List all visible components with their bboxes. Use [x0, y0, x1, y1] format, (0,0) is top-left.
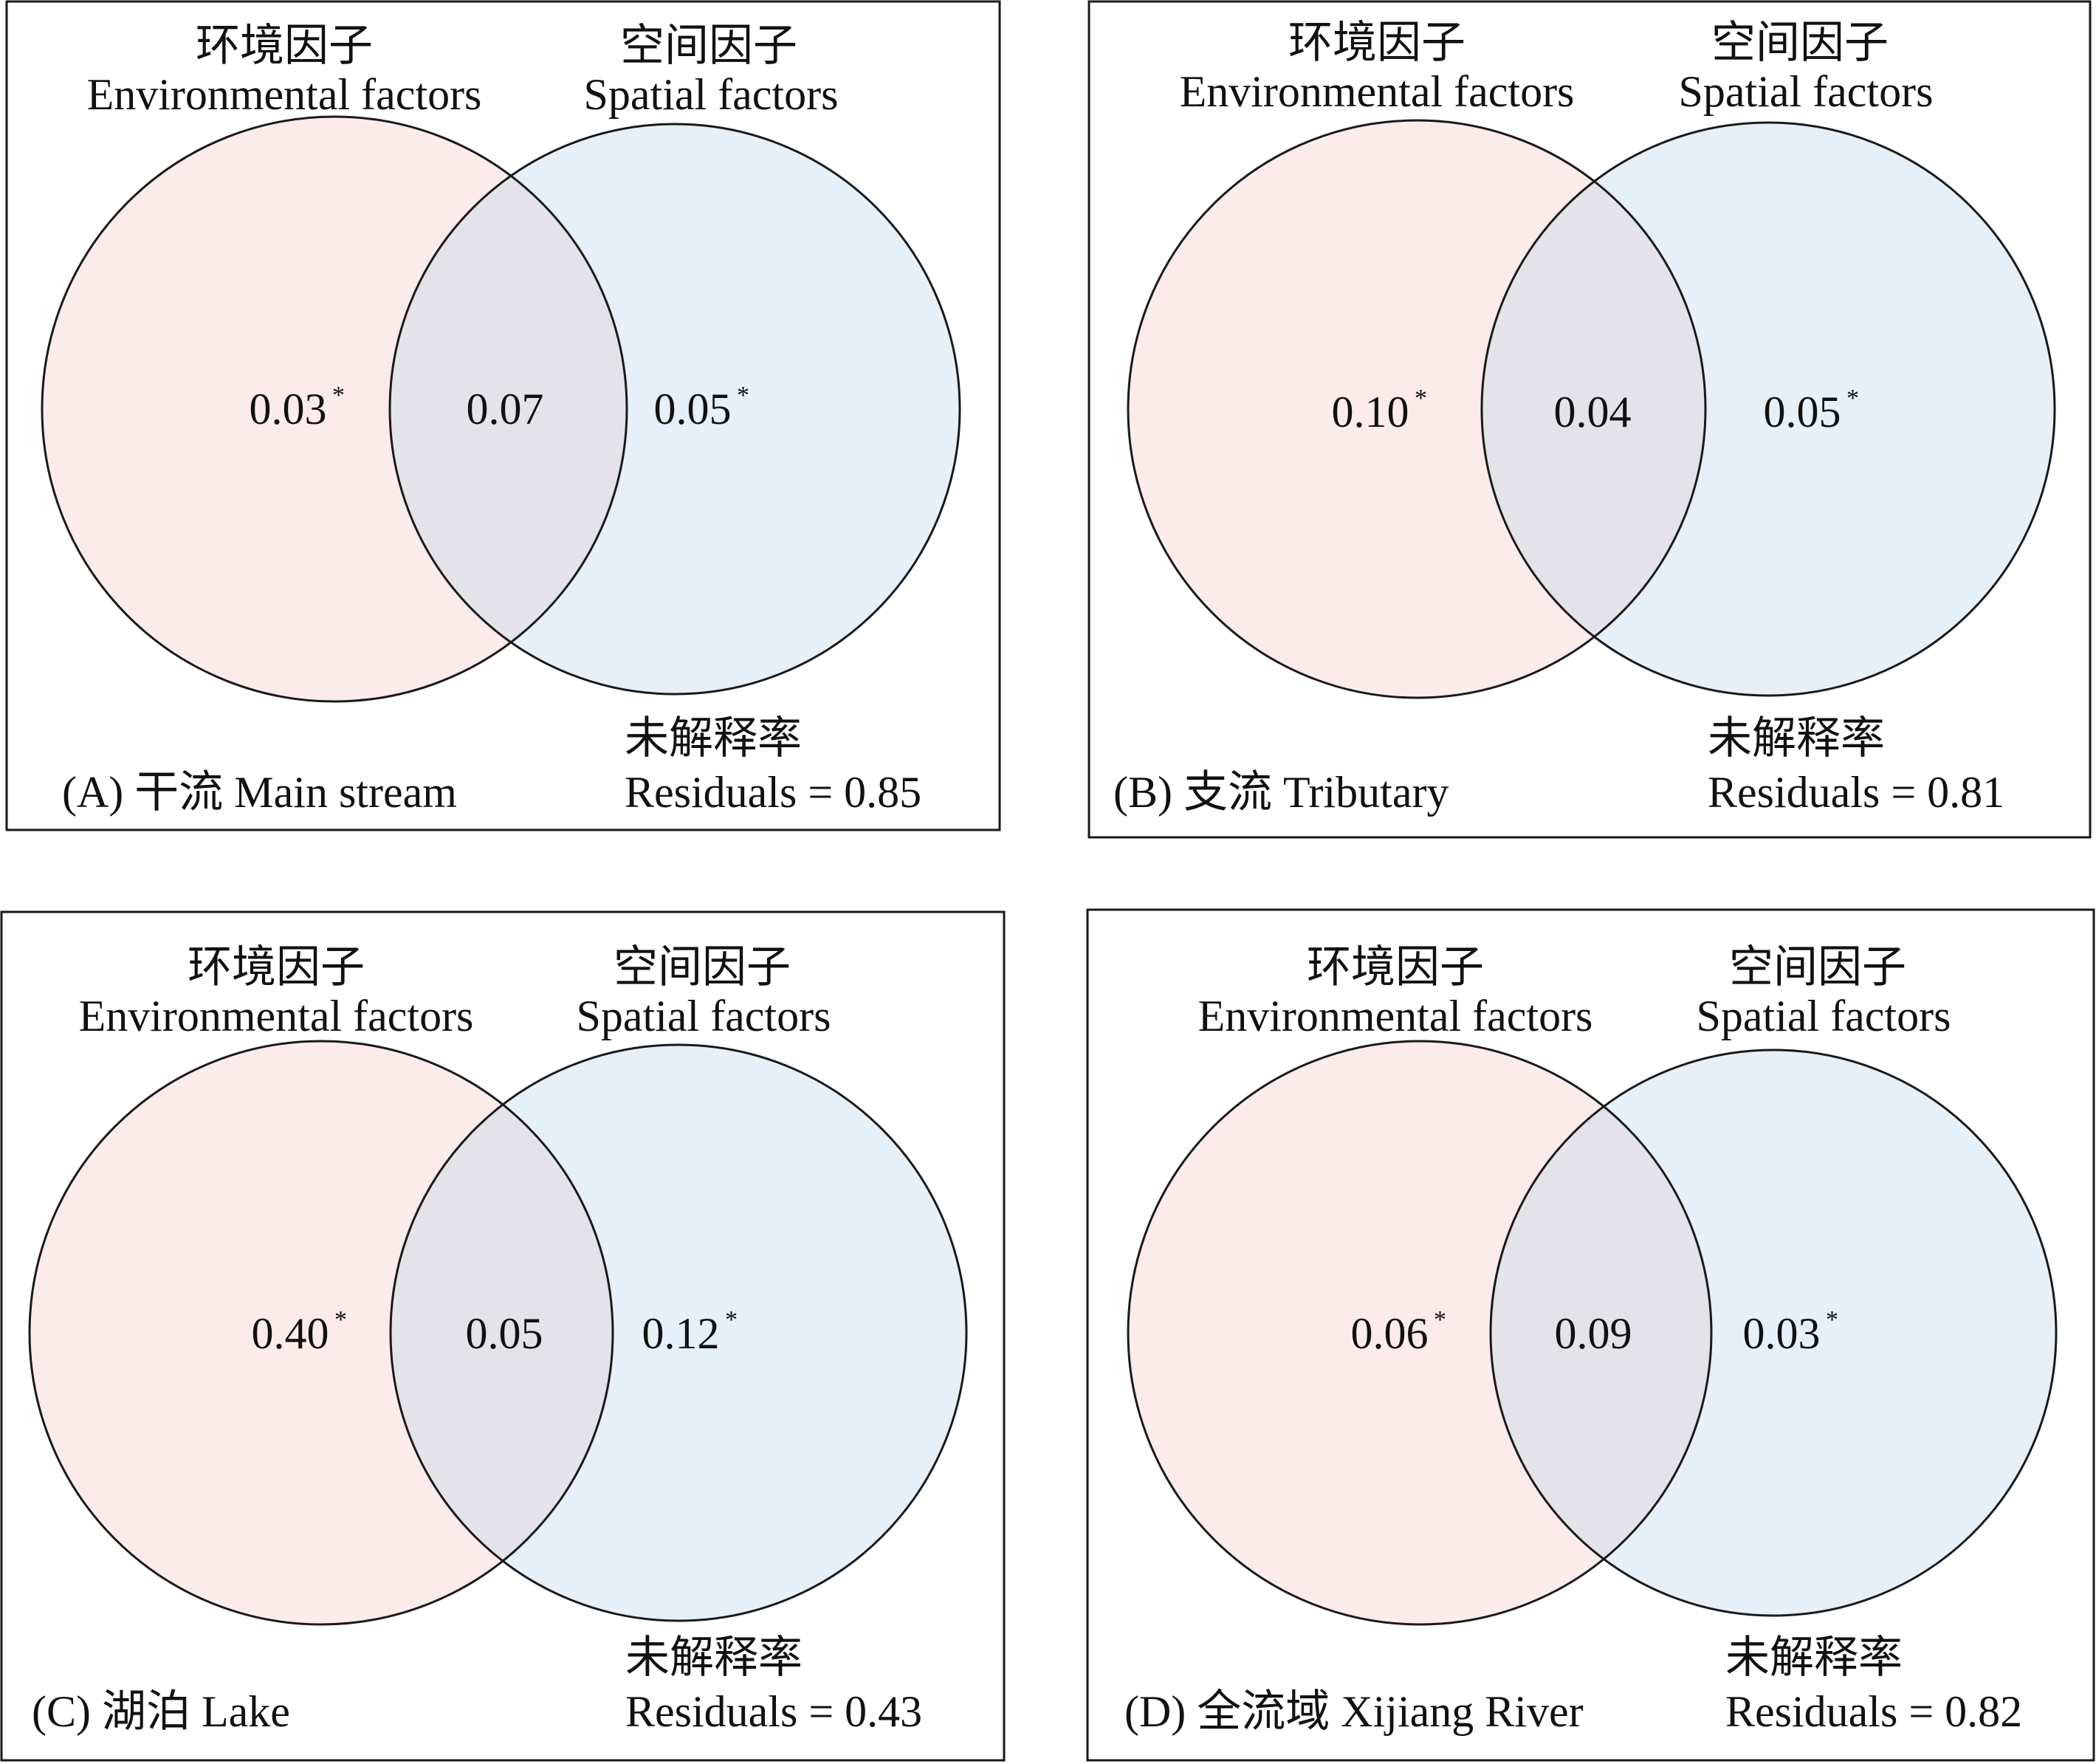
environmental-title-cn: 环境因子: [1288, 18, 1466, 67]
shared-value: 0.04: [1554, 388, 1632, 436]
environmental-title-en: Environmental factors: [87, 70, 482, 119]
environmental-only-value: 0.03: [250, 385, 327, 433]
panel-frame: [1087, 0, 2092, 839]
panel-frame: [0, 910, 1006, 1762]
unexplained-label: 未解释率: [1708, 714, 1885, 763]
spatial-circle-outline: [388, 123, 961, 696]
panel-b: 环境因子 Environmental factors 空间因子 Spatial …: [1087, 0, 2092, 839]
spatial-title-cn: 空间因子: [620, 21, 797, 70]
shared-value: 0.09: [1555, 1309, 1632, 1358]
spatial-title-cn: 空间因子: [1711, 18, 1889, 67]
environmental-circle-outline: [28, 1040, 614, 1626]
spatial-only-value: 0.12: [642, 1309, 720, 1358]
overlap-region: [1491, 1050, 1711, 1616]
residuals-value: Residuals = 0.81: [1708, 768, 2004, 817]
shared-value: 0.07: [467, 385, 544, 433]
shared-value: 0.05: [466, 1309, 543, 1358]
spatial-circle-outline: [1480, 121, 2056, 697]
panel-frame: [1086, 908, 2095, 1762]
spatial-title-en: Spatial factors: [577, 992, 831, 1040]
spatial-only-value: 0.05: [1764, 388, 1841, 436]
spatial-title-en: Spatial factors: [1697, 992, 1951, 1040]
significance-mark: *: [737, 382, 749, 409]
environmental-title-en: Environmental factors: [79, 992, 474, 1040]
significance-mark: *: [1415, 385, 1427, 412]
environmental-circle-outline: [1127, 1040, 1713, 1626]
unexplained-label: 未解释率: [625, 714, 802, 763]
significance-mark: *: [332, 382, 345, 409]
environmental-title-en: Environmental factors: [1198, 992, 1593, 1040]
significance-mark: *: [1434, 1306, 1446, 1334]
environmental-title-cn: 环境因子: [196, 21, 373, 70]
significance-mark: *: [725, 1306, 738, 1334]
spatial-title-en: Spatial factors: [584, 70, 839, 119]
environmental-title-cn: 环境因子: [188, 943, 365, 992]
spatial-only-value: 0.05: [654, 385, 732, 433]
spatial-title-cn: 空间因子: [614, 943, 791, 992]
environmental-only-value: 0.06: [1351, 1309, 1429, 1358]
environmental-circle-outline: [41, 115, 628, 703]
spatial-circle-outline: [1489, 1049, 2058, 1617]
environmental-only-value: 0.40: [252, 1309, 329, 1358]
environmental-title-en: Environmental factors: [1180, 67, 1575, 116]
overlap-region: [390, 124, 627, 694]
spatial-circle-outline: [389, 1043, 968, 1622]
spatial-title-cn: 空间因子: [1729, 943, 1906, 992]
unexplained-label: 未解释率: [625, 1633, 803, 1682]
panel-caption: (D) 全流域 Xijiang River: [1124, 1687, 1584, 1736]
significance-mark: *: [1826, 1306, 1838, 1334]
residuals-value: Residuals = 0.82: [1725, 1687, 2022, 1736]
panel-d: 环境因子 Environmental factors 空间因子 Spatial …: [1086, 908, 2095, 1762]
panel-caption: (C) 湖泊 Lake: [32, 1687, 290, 1736]
panel-c: 环境因子 Environmental factors 空间因子 Spatial …: [0, 910, 1006, 1762]
environmental-title-cn: 环境因子: [1307, 943, 1484, 992]
significance-mark: *: [334, 1306, 347, 1334]
residuals-value: Residuals = 0.85: [625, 768, 921, 817]
panel-a: 环境因子 Environmental factors 空间因子 Spatial …: [5, 0, 1001, 831]
panel-frame: [5, 0, 1001, 831]
environmental-only-value: 0.10: [1332, 388, 1409, 436]
overlap-region: [1482, 123, 1705, 696]
spatial-only-value: 0.03: [1743, 1309, 1821, 1358]
panel-caption: (A) 干流 Main stream: [62, 768, 457, 817]
residuals-value: Residuals = 0.43: [625, 1687, 922, 1736]
environmental-circle-outline: [1127, 119, 1707, 699]
significance-mark: *: [1846, 385, 1859, 412]
spatial-title-en: Spatial factors: [1679, 67, 1934, 116]
unexplained-label: 未解释率: [1725, 1633, 1903, 1682]
panel-caption: (B) 支流 Tributary: [1113, 768, 1449, 817]
overlap-region: [391, 1045, 613, 1621]
